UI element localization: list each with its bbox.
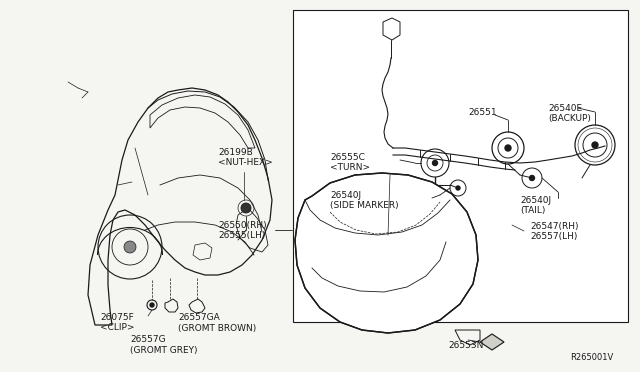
Circle shape xyxy=(505,145,511,151)
Text: (TAIL): (TAIL) xyxy=(520,205,545,215)
Text: 26555(LH): 26555(LH) xyxy=(218,231,266,240)
Text: <NUT-HEX>: <NUT-HEX> xyxy=(218,157,273,167)
Text: 26550(RH): 26550(RH) xyxy=(218,221,267,230)
Text: <TURN>: <TURN> xyxy=(330,163,370,171)
Polygon shape xyxy=(480,334,504,350)
Text: (SIDE MARKER): (SIDE MARKER) xyxy=(330,201,399,209)
Circle shape xyxy=(592,142,598,148)
Text: 26199B: 26199B xyxy=(218,148,253,157)
Text: 26540J: 26540J xyxy=(330,190,361,199)
Text: 26551: 26551 xyxy=(468,108,497,116)
Circle shape xyxy=(456,186,460,190)
Text: 26553N: 26553N xyxy=(448,341,483,350)
Circle shape xyxy=(150,303,154,307)
Text: (BACKUP): (BACKUP) xyxy=(548,113,591,122)
Text: (GROMT BROWN): (GROMT BROWN) xyxy=(178,324,256,333)
Text: R265001V: R265001V xyxy=(570,353,613,362)
Text: 26555C: 26555C xyxy=(330,153,365,161)
Circle shape xyxy=(433,160,438,166)
Text: 26557(LH): 26557(LH) xyxy=(530,231,577,241)
Text: 26557GA: 26557GA xyxy=(178,314,220,323)
Polygon shape xyxy=(295,173,478,333)
Text: (GROMT GREY): (GROMT GREY) xyxy=(130,346,198,355)
Text: 26540E: 26540E xyxy=(548,103,582,112)
Text: 26540J: 26540J xyxy=(520,196,551,205)
Circle shape xyxy=(529,176,534,180)
Circle shape xyxy=(124,241,136,253)
Bar xyxy=(293,10,628,322)
Text: 26547(RH): 26547(RH) xyxy=(530,221,579,231)
Circle shape xyxy=(241,203,251,213)
Text: 26557G: 26557G xyxy=(130,336,166,344)
Text: 26075F: 26075F xyxy=(100,314,134,323)
Text: <CLIP>: <CLIP> xyxy=(100,324,134,333)
